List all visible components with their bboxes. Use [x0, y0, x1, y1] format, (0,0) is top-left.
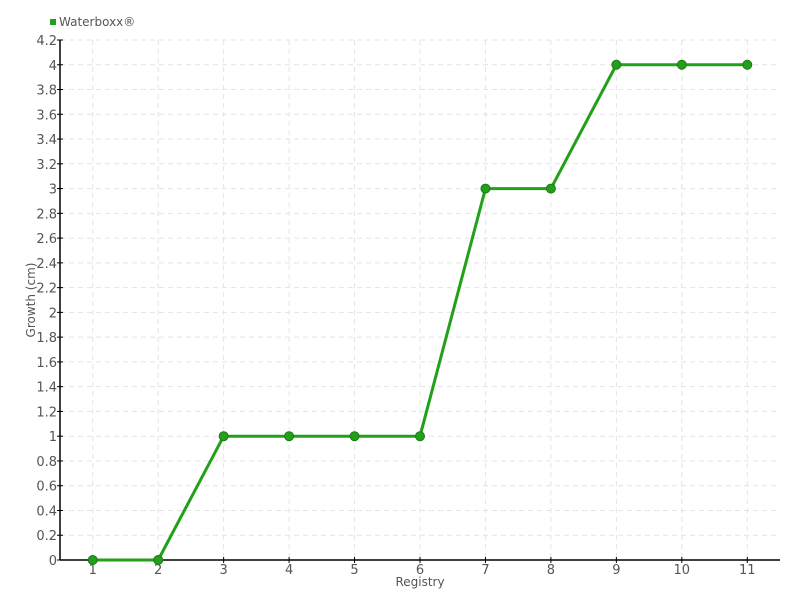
y-tick-label: 0 — [49, 554, 57, 569]
x-tick-label: 1 — [89, 563, 97, 578]
y-tick-label: 3.2 — [36, 158, 57, 173]
x-axis-label: Registry — [395, 575, 444, 589]
y-tick-label: 3.6 — [36, 108, 57, 123]
data-point — [218, 431, 229, 442]
data-point — [545, 183, 556, 194]
legend-swatch — [50, 19, 56, 25]
y-tick-label: 2.4 — [36, 257, 57, 272]
y-tick-label: 3.4 — [36, 133, 57, 148]
data-point — [742, 59, 753, 70]
data-point — [611, 59, 622, 70]
y-tick-label: 1.4 — [36, 381, 57, 396]
y-tick-label: 0.6 — [36, 480, 57, 495]
y-tick-label: 0.4 — [36, 504, 57, 519]
y-tick-label: 2 — [49, 306, 57, 321]
x-tick-label: 11 — [739, 563, 756, 578]
data-point — [87, 555, 98, 565]
y-axis-label: Growth (cm) — [24, 263, 38, 338]
x-tick-label: 2 — [154, 563, 162, 578]
y-tick-label: 2.2 — [36, 282, 57, 297]
legend: Waterboxx® — [50, 15, 135, 29]
y-tick-label: 4.2 — [36, 34, 57, 49]
y-tick-label: 0.2 — [36, 529, 57, 544]
x-tick-label: 9 — [612, 563, 620, 578]
data-point — [284, 431, 295, 442]
tick-labels: 0 0.2 0.4 0.6 0.8 1 1.2 1.4 1.6 1.8 2 2.2 2.4 2.6 2.8 3… — [36, 34, 755, 578]
x-tick-label: 4 — [285, 563, 293, 578]
x-tick-label: 5 — [350, 563, 358, 578]
y-tick-label: 3 — [49, 183, 57, 198]
y-tick-label: 3.8 — [36, 84, 57, 99]
y-tick-label: 1.2 — [36, 405, 57, 420]
data-point — [349, 431, 360, 442]
x-tick-label: 8 — [547, 563, 555, 578]
y-tick-label: 1.6 — [36, 356, 57, 371]
data-point — [676, 59, 687, 70]
y-tick-label: 0.8 — [36, 455, 57, 470]
data-point — [153, 555, 164, 565]
y-tick-label: 2.8 — [36, 207, 57, 222]
y-tick-label: 1 — [49, 430, 57, 445]
data-point — [415, 431, 425, 442]
x-tick-label: 3 — [219, 563, 227, 578]
grid — [60, 39, 780, 560]
legend-label: Waterboxx® — [59, 15, 135, 29]
series — [87, 59, 753, 565]
y-tick-label: 4 — [49, 59, 57, 74]
axes — [57, 39, 780, 563]
y-tick-label: 1.8 — [36, 331, 57, 346]
x-tick-label: 10 — [674, 563, 691, 578]
y-tick-label: 2.6 — [36, 232, 57, 247]
x-tick-label: 6 — [416, 563, 424, 578]
data-point — [480, 183, 491, 194]
x-tick-label: 7 — [481, 563, 489, 578]
